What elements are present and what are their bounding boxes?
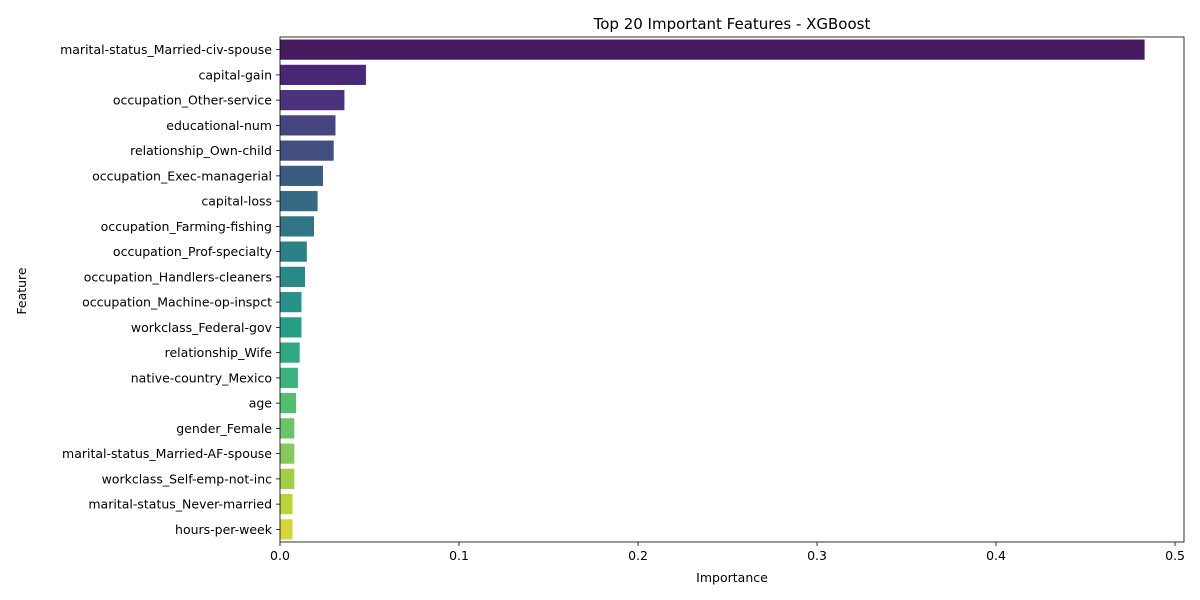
bar <box>280 241 307 262</box>
y-tick-label: occupation_Handlers-cleaners <box>84 269 272 284</box>
bar <box>280 317 302 338</box>
y-tick-label: capital-gain <box>199 67 272 82</box>
bar <box>280 494 293 515</box>
y-tick-label: marital-status_Married-AF-spouse <box>62 446 272 461</box>
bar <box>280 468 295 489</box>
y-tick-label: age <box>249 396 273 411</box>
x-tick-label: 0.4 <box>986 548 1006 563</box>
y-tick-label: native-country_Mexico <box>131 370 272 385</box>
y-tick-label: educational-num <box>166 118 272 133</box>
bar <box>280 292 302 313</box>
bar <box>280 115 336 136</box>
y-tick-label: marital-status_Never-married <box>88 497 272 512</box>
bar <box>280 191 318 212</box>
y-tick-label: relationship_Wife <box>165 345 273 360</box>
bar <box>280 64 366 85</box>
y-tick-label: occupation_Other-service <box>113 93 272 108</box>
x-tick-label: 0.3 <box>807 548 827 563</box>
x-axis-title: Importance <box>696 570 768 585</box>
x-tick-label: 0.1 <box>449 548 469 563</box>
y-tick-label: occupation_Machine-op-inspct <box>82 295 272 310</box>
x-tick-label: 0.2 <box>628 548 648 563</box>
bar <box>280 39 1145 60</box>
y-tick-label: occupation_Farming-fishing <box>101 219 272 234</box>
bar <box>280 519 293 540</box>
bars-layer <box>280 39 1145 540</box>
y-tick-label: occupation_Prof-specialty <box>113 244 273 259</box>
chart-title: Top 20 Important Features - XGBoost <box>593 15 871 33</box>
y-tick-label: occupation_Exec-managerial <box>92 168 272 183</box>
bar <box>280 266 306 287</box>
y-tick-label: hours-per-week <box>175 522 273 537</box>
y-axis-title: Feature <box>14 267 29 315</box>
bar <box>280 393 297 414</box>
bar <box>280 342 300 363</box>
bar <box>280 418 295 439</box>
x-tick-label: 0.5 <box>1165 548 1185 563</box>
bar <box>280 367 298 388</box>
y-tick-label: workclass_Self-emp-not-inc <box>102 471 273 486</box>
x-tick-label: 0.0 <box>270 548 290 563</box>
y-tick-label: relationship_Own-child <box>130 143 272 158</box>
bar <box>280 165 323 186</box>
bar <box>280 216 315 237</box>
y-tick-label: marital-status_Married-civ-spouse <box>60 42 272 57</box>
bar <box>280 140 334 161</box>
axes-layer: marital-status_Married-civ-spousecapital… <box>60 36 1185 563</box>
bar <box>280 443 295 464</box>
plot-frame <box>279 36 1185 543</box>
bar <box>280 90 345 111</box>
y-tick-label: capital-loss <box>201 194 272 209</box>
y-tick-label: gender_Female <box>176 421 272 436</box>
y-tick-label: workclass_Federal-gov <box>131 320 273 335</box>
